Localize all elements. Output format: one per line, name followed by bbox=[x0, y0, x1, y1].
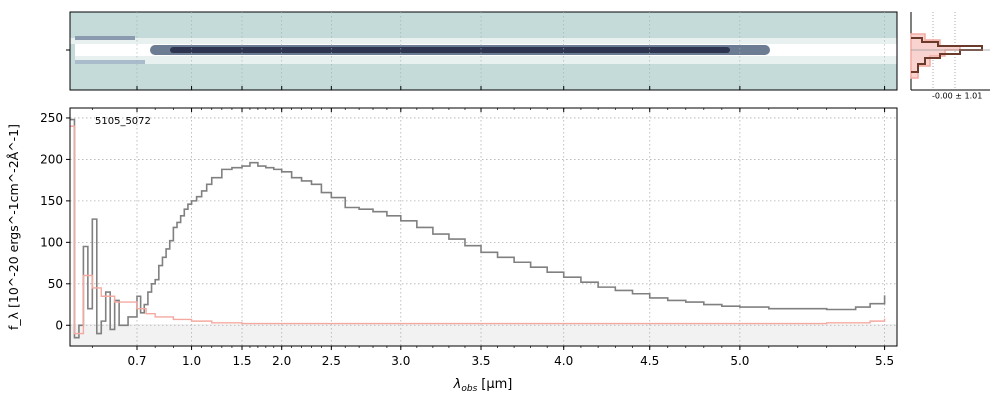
x-tick-label: 2.5 bbox=[322, 354, 341, 368]
x-axis-ticks: 0.7 1.0 1.5 2.0 2.5 3.0 3.5 4.0 4.5 5.0 5.5 bbox=[91, 86, 894, 368]
grid-lines bbox=[70, 108, 897, 346]
y-axis-ticks: 0 50 100 150 200 250 bbox=[40, 111, 70, 332]
profile-annotation: -0.00 ± 1.01 bbox=[932, 92, 982, 101]
x-tick-label: 5.0 bbox=[730, 354, 749, 368]
error-series-line bbox=[70, 125, 886, 335]
x-tick-label: 0.7 bbox=[127, 354, 146, 368]
x-axis-label: λobs [μm] bbox=[453, 377, 513, 394]
spectrum-2d-noise-top bbox=[75, 36, 135, 40]
spectrum-2d-lower-band bbox=[75, 56, 897, 64]
series-group bbox=[70, 118, 886, 339]
error-band bbox=[70, 324, 897, 346]
x-tick-label: 1.5 bbox=[232, 354, 251, 368]
x-axis-label-main: λ bbox=[453, 377, 462, 392]
x-tick-label: 4.5 bbox=[640, 354, 659, 368]
y-tick-label: 0 bbox=[55, 318, 63, 332]
spectrum-2d-upper-band bbox=[70, 38, 897, 44]
plot-frame bbox=[69, 107, 898, 347]
profile-panel: -0.00 ± 1.01 bbox=[910, 12, 990, 101]
y-tick-label: 50 bbox=[48, 277, 63, 291]
flux-series-line bbox=[70, 118, 886, 339]
y-axis-label: f_λ [10^-20 ergs^-1cm^-2Å^-1] bbox=[6, 124, 21, 330]
x-tick-label: 4.0 bbox=[554, 354, 573, 368]
y-tick-label: 250 bbox=[40, 111, 63, 125]
spectrum-2d-frame bbox=[69, 11, 898, 91]
spectrum-1d-panel: 0.7 1.0 1.5 2.0 2.5 3.0 3.5 4.0 4.5 5.0 5.5 0 50 100… bbox=[40, 86, 898, 368]
plot-area bbox=[70, 108, 897, 346]
spectrum-2d-trace-core bbox=[170, 47, 730, 53]
spectrum-2d-panel bbox=[66, 11, 898, 91]
spectrum-2d-noise-bottom bbox=[75, 60, 145, 64]
y-tick-label: 100 bbox=[40, 235, 63, 249]
x-tick-label: 3.5 bbox=[471, 354, 490, 368]
y-tick-label: 150 bbox=[40, 194, 63, 208]
spectrum-label: 5105_5072 bbox=[95, 116, 151, 127]
y-tick-label: 200 bbox=[40, 152, 63, 166]
x-tick-label: 5.5 bbox=[875, 354, 894, 368]
x-axis-label-sub: obs bbox=[461, 384, 477, 394]
x-tick-label: 2.0 bbox=[272, 354, 291, 368]
profile-data-histogram bbox=[911, 37, 983, 73]
x-tick-label: 1.0 bbox=[182, 354, 201, 368]
spectrum-2d-x-grid bbox=[136, 12, 885, 90]
x-tick-label: 3.0 bbox=[391, 354, 410, 368]
x-axis-label-unit: [μm] bbox=[481, 377, 512, 392]
